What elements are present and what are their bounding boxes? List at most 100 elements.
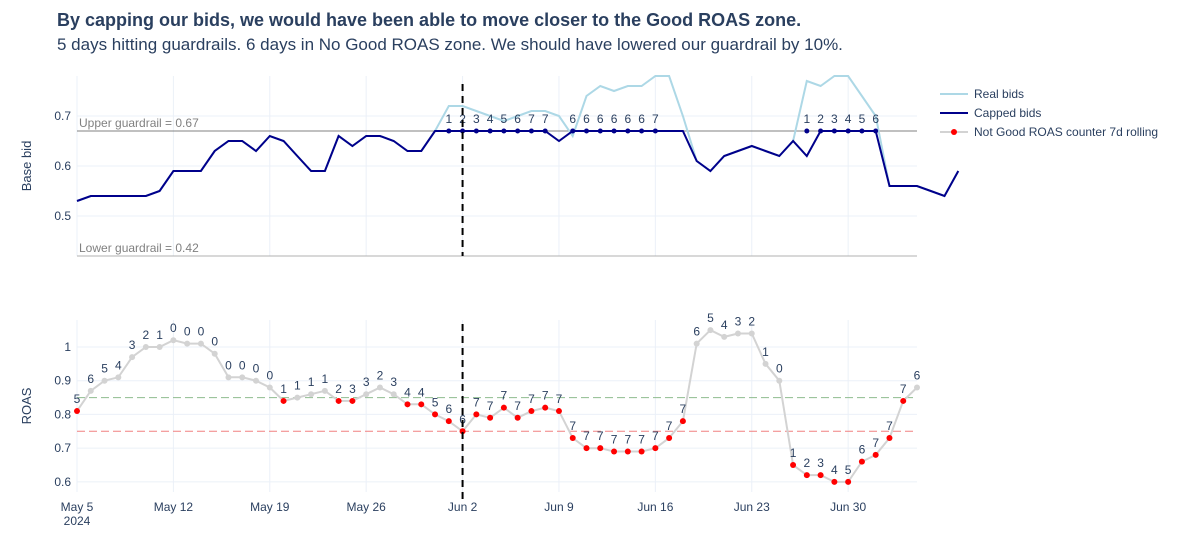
roas-point	[197, 340, 204, 347]
roas-counter-label: 6	[914, 368, 921, 382]
capped-counter-label: 3	[831, 112, 838, 126]
capped-bid-marker	[473, 128, 479, 134]
legend-item-capped-bids[interactable]: Capped bids	[940, 103, 1158, 122]
roas-counter-label: 5	[707, 311, 714, 325]
roas-counter-label: 4	[418, 385, 425, 399]
roas-point	[528, 408, 535, 415]
roas-counter-label: 3	[363, 375, 370, 389]
roas-point	[225, 374, 232, 381]
roas-counter-label: 5	[101, 362, 108, 376]
roas-point	[266, 384, 273, 391]
roas-point	[253, 377, 260, 384]
roas-point	[239, 374, 246, 381]
chart-title: By capping our bids, we would have been …	[57, 10, 802, 30]
legend-item-real-bids[interactable]: Real bids	[940, 84, 1158, 103]
ytick-label-top: 0.6	[54, 159, 71, 173]
roas-counter-label: 7	[900, 382, 907, 396]
roas-point	[762, 360, 769, 367]
capped-bid-marker	[584, 128, 590, 134]
roas-point	[156, 343, 163, 350]
roas-point	[376, 384, 383, 391]
capped-bid-marker	[542, 128, 548, 134]
xtick-year-label: 2024	[64, 514, 91, 528]
ytick-label-top: 0.7	[54, 109, 71, 123]
capped-counter-label: 6	[597, 112, 604, 126]
roas-point	[886, 435, 893, 442]
xtick-label: Jun 9	[544, 500, 574, 514]
capped-counter-label: 7	[652, 112, 659, 126]
roas-point	[597, 445, 604, 452]
roas-counter-label: 7	[886, 419, 893, 433]
roas-point	[294, 394, 301, 401]
roas-point	[817, 472, 824, 479]
legend: Real bids Capped bids Not Good ROAS coun…	[940, 84, 1158, 141]
capped-counter-label: 6	[583, 112, 590, 126]
capped-counter-label: 6	[514, 112, 521, 126]
capped-bid-marker	[845, 128, 851, 134]
roas-point	[569, 435, 576, 442]
roas-point	[858, 458, 865, 465]
capped-counter-label: 3	[473, 112, 480, 126]
ytick-label-bottom: 1	[64, 340, 71, 354]
capped-bid-marker	[570, 128, 576, 134]
roas-counter-label: 4	[115, 358, 122, 372]
capped-bid-marker	[460, 128, 466, 134]
roas-counter-label: 7	[501, 389, 508, 403]
ytick-label-bottom: 0.8	[54, 407, 71, 421]
xtick-label: Jun 23	[734, 500, 770, 514]
roas-point	[831, 478, 838, 485]
capped-counter-label: 6	[624, 112, 631, 126]
capped-counter-label: 2	[817, 112, 824, 126]
upper-guardrail-label: Upper guardrail = 0.67	[79, 116, 199, 130]
roas-point	[487, 414, 494, 421]
legend-label-real-bids: Real bids	[974, 86, 1025, 101]
roas-point	[432, 411, 439, 418]
legend-swatch-capped-bids	[940, 107, 968, 119]
roas-counter-label: 0	[266, 368, 273, 382]
roas-point	[845, 478, 852, 485]
series-line-real-bids	[76, 75, 960, 202]
roas-point	[404, 401, 411, 408]
roas-counter-label: 7	[528, 392, 535, 406]
roas-counter-label: 0	[198, 325, 205, 339]
roas-point	[803, 472, 810, 479]
roas-counter-label: 6	[87, 372, 94, 386]
roas-counter-label: 2	[143, 328, 150, 342]
roas-counter-label: 1	[280, 382, 287, 396]
xtick-label: May 12	[154, 500, 194, 514]
capped-bid-marker	[652, 128, 658, 134]
roas-counter-label: 7	[680, 402, 687, 416]
roas-point	[170, 337, 177, 344]
roas-point	[500, 404, 507, 411]
roas-point	[445, 418, 452, 425]
roas-counter-label: 2	[335, 382, 342, 396]
roas-counter-label: 6	[859, 443, 866, 457]
roas-point	[542, 404, 549, 411]
capped-bid-marker	[859, 128, 865, 134]
roas-counter-label: 3	[390, 375, 397, 389]
xtick-label: May 5	[61, 500, 94, 514]
roas-counter-label: 0	[184, 325, 191, 339]
legend-item-roas-counter[interactable]: Not Good ROAS counter 7d rolling	[940, 122, 1158, 141]
roas-counter-label: 6	[445, 402, 452, 416]
roas-point	[721, 333, 728, 340]
roas-counter-label: 1	[308, 375, 315, 389]
roas-counter-label: 2	[748, 314, 755, 328]
roas-counter-label: 1	[322, 372, 329, 386]
roas-counter-label: 7	[624, 433, 631, 447]
roas-point	[652, 445, 659, 452]
y-axis-title-top: Base bid	[19, 141, 34, 192]
capped-bid-marker	[873, 128, 879, 134]
capped-bid-marker	[501, 128, 507, 134]
roas-point	[308, 391, 315, 398]
roas-point	[611, 448, 618, 455]
xtick-label: May 26	[347, 500, 387, 514]
capped-bid-marker	[804, 128, 810, 134]
roas-counter-label: 2	[803, 456, 810, 470]
roas-counter-label: 4	[831, 463, 838, 477]
roas-counter-label: 3	[349, 382, 356, 396]
capped-bid-marker	[831, 128, 837, 134]
roas-counter-label: 5	[432, 395, 439, 409]
roas-counter-label: 3	[817, 456, 824, 470]
capped-counter-label: 6	[872, 112, 879, 126]
